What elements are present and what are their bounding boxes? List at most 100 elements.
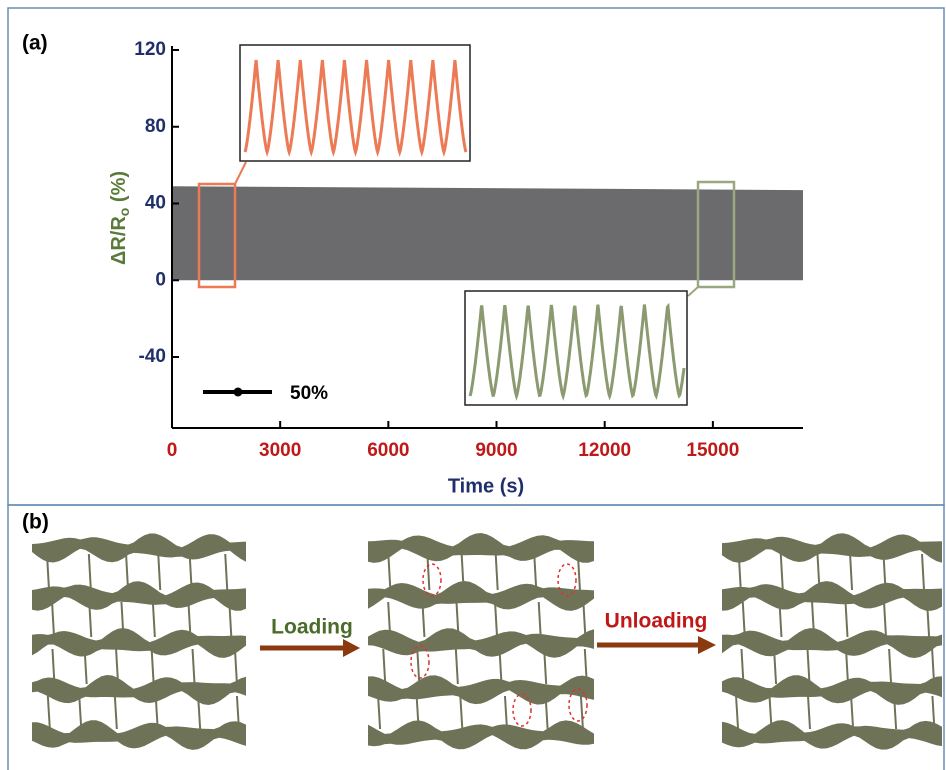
arrow-head bbox=[698, 636, 716, 654]
fiber bbox=[845, 648, 850, 685]
fiber bbox=[494, 601, 499, 638]
crack-marker bbox=[568, 688, 588, 722]
panel-label: (a) bbox=[22, 32, 48, 55]
fiber bbox=[224, 553, 229, 591]
structure bbox=[722, 533, 942, 750]
fiber bbox=[113, 695, 118, 730]
fiber bbox=[233, 648, 238, 685]
fiber bbox=[46, 695, 51, 730]
y-tick-label: -40 bbox=[139, 346, 166, 367]
fiber bbox=[377, 695, 382, 730]
fiber bbox=[88, 601, 93, 638]
highlight-box bbox=[197, 182, 237, 289]
step-label: Loading bbox=[271, 616, 353, 639]
ribbon bbox=[722, 581, 942, 611]
fiber bbox=[150, 648, 155, 685]
panel-b-frame bbox=[7, 504, 945, 770]
fiber bbox=[51, 601, 56, 638]
fiber bbox=[151, 601, 156, 638]
fiber bbox=[778, 601, 783, 638]
fiber bbox=[421, 601, 426, 638]
fiber bbox=[157, 553, 162, 591]
x-axis-label: Time (s) bbox=[448, 475, 524, 497]
y-axis-label: ΔR/Ro (%) bbox=[108, 171, 131, 265]
scale-bar-label: 50% bbox=[290, 383, 328, 404]
ribbon bbox=[32, 628, 246, 658]
fiber bbox=[494, 553, 499, 591]
step-label: Unloading bbox=[605, 610, 708, 633]
fiber bbox=[807, 695, 812, 730]
scale-bar-dot bbox=[233, 387, 243, 397]
fiber bbox=[926, 601, 931, 638]
fiber bbox=[773, 648, 778, 685]
y-tick-label: 0 bbox=[155, 269, 166, 290]
fiber bbox=[576, 553, 581, 591]
y-label-main: ΔR/R bbox=[108, 216, 130, 265]
fiber bbox=[779, 553, 784, 591]
fiber bbox=[416, 648, 421, 685]
connector bbox=[687, 286, 699, 297]
y-label-sub: o bbox=[116, 208, 132, 217]
inset-wave bbox=[243, 59, 468, 157]
fiber bbox=[740, 648, 745, 685]
fiber bbox=[806, 648, 811, 685]
fiber bbox=[498, 648, 503, 685]
fiber bbox=[87, 553, 92, 591]
fiber bbox=[735, 695, 740, 730]
fiber bbox=[191, 648, 196, 685]
structure bbox=[368, 533, 594, 750]
x-tick-label: 3000 bbox=[259, 440, 301, 461]
structure bbox=[32, 533, 246, 750]
ribbon bbox=[32, 720, 246, 750]
ribbon bbox=[722, 533, 942, 563]
fiber bbox=[426, 553, 431, 591]
crack-marker bbox=[410, 645, 430, 679]
fiber bbox=[544, 695, 549, 730]
fiber bbox=[454, 648, 459, 685]
x-tick-label: 0 bbox=[167, 440, 178, 461]
x-tick-label: 12000 bbox=[578, 440, 631, 461]
ribbon bbox=[368, 675, 594, 705]
connector bbox=[234, 161, 247, 185]
fiber bbox=[503, 695, 508, 730]
fiber bbox=[582, 601, 587, 638]
signal-band bbox=[172, 186, 803, 281]
fiber bbox=[849, 553, 854, 591]
fiber bbox=[46, 553, 50, 591]
fiber bbox=[187, 601, 192, 638]
ribbon bbox=[722, 675, 942, 705]
ribbon bbox=[368, 581, 594, 611]
fiber bbox=[850, 695, 855, 730]
ribbon bbox=[368, 628, 594, 658]
ribbon bbox=[32, 581, 246, 611]
fiber bbox=[197, 695, 202, 730]
inset-wave bbox=[468, 302, 686, 401]
fiber bbox=[741, 601, 746, 638]
x-tick-label: 9000 bbox=[475, 440, 517, 461]
fiber bbox=[83, 648, 88, 685]
plot: -40 0 40 80 120 0 3000 6000 9000 12000 15000 50% bbox=[134, 39, 803, 461]
y-tick-label: 40 bbox=[145, 193, 166, 214]
ribbon bbox=[722, 628, 942, 658]
fiber bbox=[78, 695, 83, 730]
fiber bbox=[883, 601, 888, 638]
fiber bbox=[387, 553, 392, 591]
fiber bbox=[459, 695, 464, 730]
diagram: Loading Unloading bbox=[32, 533, 942, 750]
ribbon bbox=[368, 533, 594, 563]
y-tick-label: 80 bbox=[145, 116, 166, 137]
fiber bbox=[737, 553, 742, 591]
x-tick-label: 6000 bbox=[367, 440, 409, 461]
y-label-unit: (%) bbox=[108, 171, 130, 208]
highlight-box bbox=[696, 180, 736, 289]
ribbon bbox=[722, 720, 942, 750]
x-tick-label: 15000 bbox=[686, 440, 739, 461]
y-tick-label: 120 bbox=[134, 39, 166, 60]
panel-label: (b) bbox=[22, 511, 49, 534]
crack-marker bbox=[512, 693, 532, 727]
fiber bbox=[893, 695, 898, 730]
crack-marker bbox=[557, 563, 577, 597]
fiber bbox=[543, 648, 548, 685]
fiber bbox=[579, 695, 584, 730]
